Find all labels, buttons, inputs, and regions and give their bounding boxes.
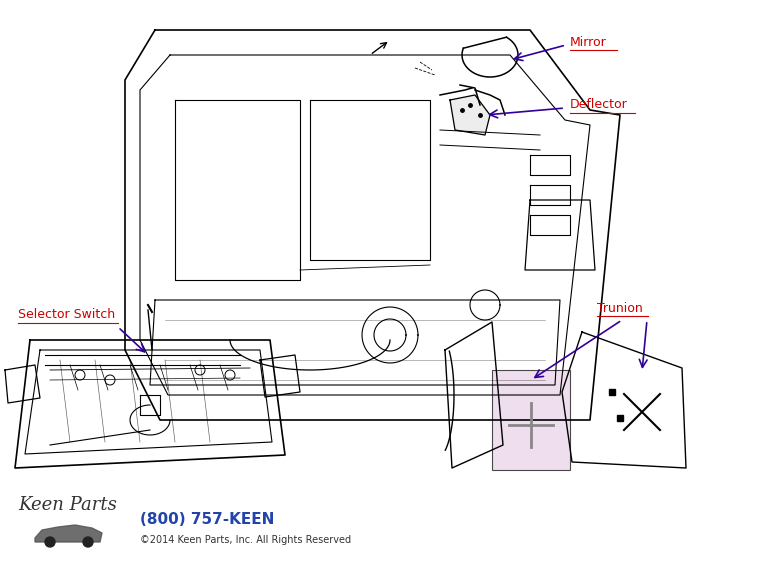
Polygon shape	[450, 95, 490, 135]
Text: Deflector: Deflector	[570, 98, 628, 112]
FancyBboxPatch shape	[492, 370, 570, 470]
Text: Selector Switch: Selector Switch	[18, 309, 116, 321]
Circle shape	[83, 537, 93, 547]
Text: Trunion: Trunion	[597, 302, 643, 314]
Circle shape	[45, 537, 55, 547]
Polygon shape	[35, 525, 102, 542]
Text: Mirror: Mirror	[570, 35, 607, 49]
Text: Keen Parts: Keen Parts	[18, 496, 117, 514]
Text: (800) 757-KEEN: (800) 757-KEEN	[140, 512, 274, 527]
Text: ©2014 Keen Parts, Inc. All Rights Reserved: ©2014 Keen Parts, Inc. All Rights Reserv…	[140, 535, 351, 545]
